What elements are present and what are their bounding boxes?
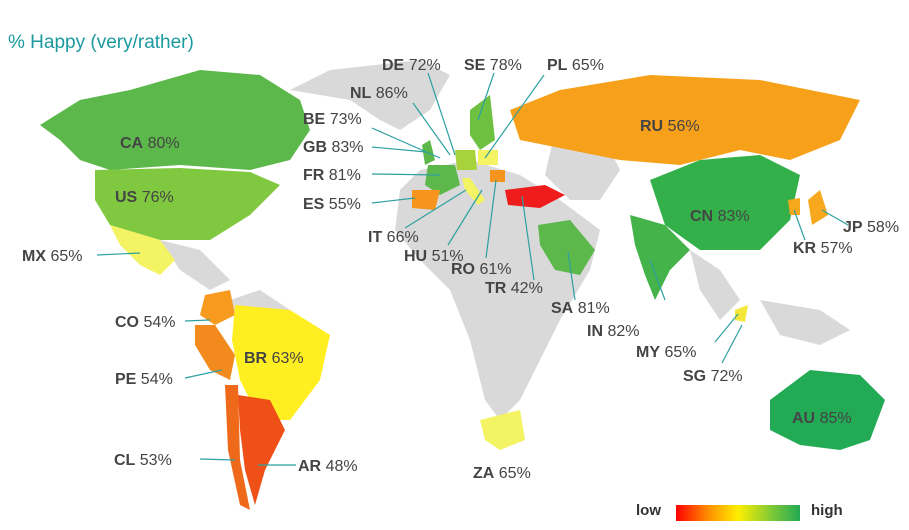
legend-high-label: high <box>811 502 843 519</box>
legend-low-label: low <box>636 502 661 519</box>
label-nl: NL 86% <box>350 85 408 102</box>
country-shape-fr <box>425 165 460 195</box>
label-se: SE 78% <box>464 57 522 74</box>
label-mx: MX 65% <box>22 248 82 265</box>
country-shape-jp <box>808 190 828 225</box>
country-shape-it <box>462 178 485 205</box>
label-sa: SA 81% <box>551 300 610 317</box>
label-co: CO 54% <box>115 314 175 331</box>
label-tr: TR 42% <box>485 280 543 297</box>
country-shape-ar <box>238 395 285 505</box>
country-shape-mx <box>110 225 175 275</box>
label-jp: JP 58% <box>843 219 899 236</box>
country-shape-sa <box>538 220 595 275</box>
country-shape-za <box>480 410 525 450</box>
label-pe: PE 54% <box>115 371 173 388</box>
country-shape-de <box>455 150 477 170</box>
country-shape-cl <box>225 385 250 510</box>
label-br: BR 63% <box>244 350 304 367</box>
country-shape-es <box>412 190 440 210</box>
country-labels: CA 80% US 76% MX 65% CO 54% PE 54% BR 63… <box>22 57 899 482</box>
label-ca: CA 80% <box>120 135 180 152</box>
label-my: MY 65% <box>636 344 696 361</box>
label-ar: AR 48% <box>298 458 358 475</box>
label-gb: GB 83% <box>303 139 363 156</box>
label-be: BE 73% <box>303 111 362 128</box>
country-shape-cn <box>650 155 800 250</box>
label-kr: KR 57% <box>793 240 853 257</box>
country-shape-br <box>232 305 330 420</box>
legend-gradient-bar <box>676 505 800 521</box>
label-us: US 76% <box>115 189 174 206</box>
country-shape-pl <box>478 150 498 165</box>
country-shape-au <box>770 370 885 450</box>
label-ru: RU 56% <box>640 118 700 135</box>
country-shape-ro <box>490 170 505 182</box>
label-es: ES 55% <box>303 196 361 213</box>
label-cl: CL 53% <box>114 452 172 469</box>
country-shape-my <box>735 305 748 322</box>
country-shape-pe <box>195 325 235 380</box>
country-shape-tr <box>505 185 565 208</box>
label-au: AU 85% <box>792 410 852 427</box>
label-in: IN 82% <box>587 323 639 340</box>
label-de: DE 72% <box>382 57 441 74</box>
label-cn: CN 83% <box>690 208 750 225</box>
label-fr: FR 81% <box>303 167 361 184</box>
country-shape-co <box>200 290 235 325</box>
country-shape-ru <box>510 75 860 165</box>
label-za: ZA 65% <box>473 465 531 482</box>
country-shape-se <box>470 95 495 150</box>
label-hu: HU 51% <box>404 248 464 265</box>
country-shape-kr <box>788 198 800 215</box>
color-legend: low high <box>636 502 843 521</box>
map-title: % Happy (very/rather) <box>8 32 194 53</box>
label-sg: SG 72% <box>683 368 743 385</box>
country-shape-us <box>95 168 280 240</box>
country-shape-in <box>630 215 690 300</box>
label-pl: PL 65% <box>547 57 604 74</box>
country-shapes <box>40 70 885 510</box>
country-shape-ca <box>40 70 310 170</box>
leader-lines <box>96 72 849 466</box>
label-ro: RO 61% <box>451 261 511 278</box>
label-it: IT 66% <box>368 229 419 246</box>
